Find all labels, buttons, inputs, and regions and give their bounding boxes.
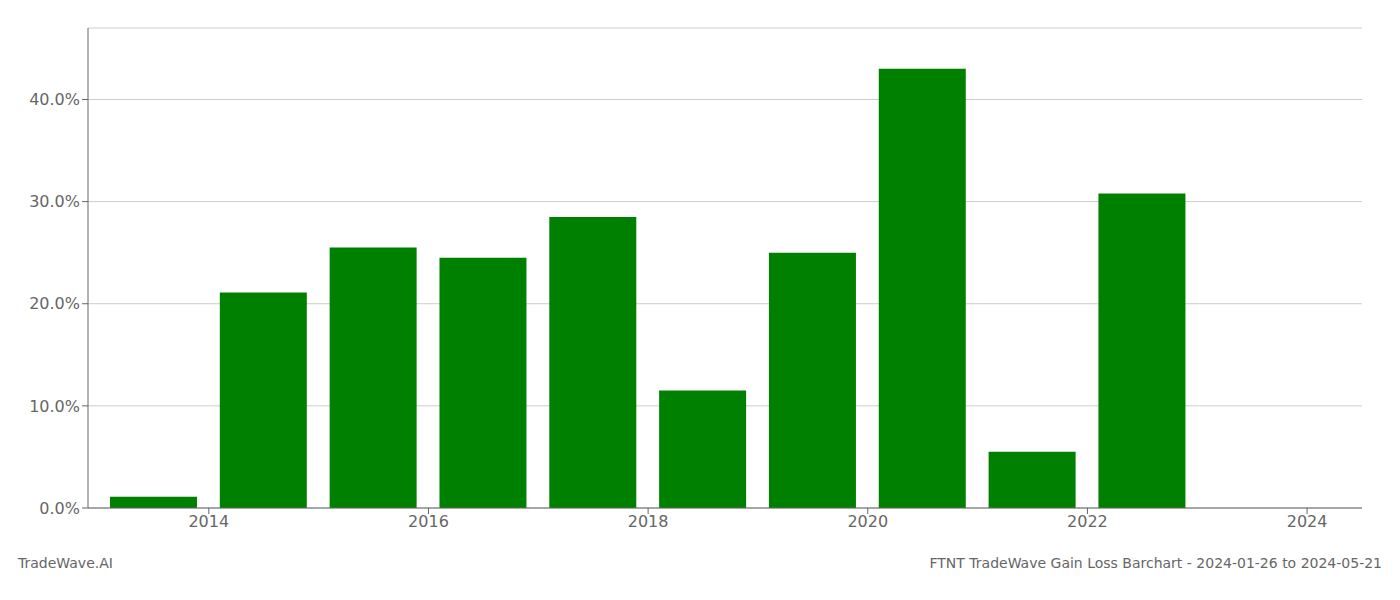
- svg-text:30.0%: 30.0%: [29, 192, 80, 211]
- svg-text:2018: 2018: [628, 512, 669, 531]
- svg-text:2022: 2022: [1067, 512, 1108, 531]
- svg-text:0.0%: 0.0%: [39, 499, 80, 518]
- svg-text:40.0%: 40.0%: [29, 90, 80, 109]
- svg-text:2024: 2024: [1287, 512, 1328, 531]
- svg-text:2016: 2016: [408, 512, 449, 531]
- svg-text:10.0%: 10.0%: [29, 397, 80, 416]
- svg-text:2014: 2014: [188, 512, 229, 531]
- svg-text:20.0%: 20.0%: [29, 294, 80, 313]
- svg-text:2020: 2020: [847, 512, 888, 531]
- html-text:TradeWave.AI: TradeWave.AI: [18, 555, 113, 571]
- html-text:FTNT TradeWave Gain Loss Barch: FTNT TradeWave Gain Loss Barchart - 2024…: [929, 555, 1382, 571]
